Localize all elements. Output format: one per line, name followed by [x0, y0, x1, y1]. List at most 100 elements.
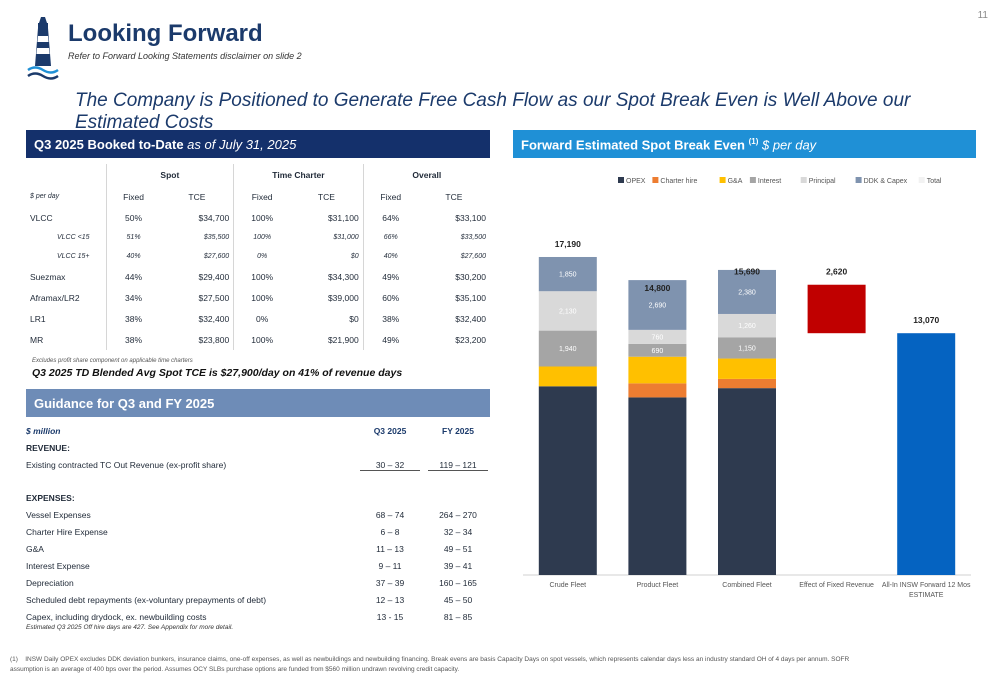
guidance-label: Depreciation — [26, 578, 74, 588]
guidance-label: Interest Expense — [26, 561, 90, 571]
row-cell: 60% — [362, 287, 418, 308]
legend-label: Principal — [809, 178, 836, 185]
chart-svg: OPEX Charter hire G&A Interest Principal DDK … — [523, 177, 971, 599]
row-cell: $31,100 — [327, 212, 359, 223]
total-label: 2,620 — [826, 267, 848, 277]
footnote-text: INSW Daily OPEX excludes DDK deviation b… — [10, 656, 850, 673]
booked-table: Spot Time Charter Overall $ per day Fixe… — [26, 164, 490, 350]
expense-rows: Vessel Expenses 68 – 74 264 – 270 Charter H… — [26, 507, 490, 626]
bar-segment — [538, 330, 597, 367]
group-overall: Overall — [362, 164, 490, 186]
forward-heading: Forward Estimated Spot Break Even — [521, 137, 745, 153]
category-label: Product Fleet — [637, 582, 679, 589]
row-cell: 34% — [105, 287, 161, 308]
row-cell: $31,000 — [333, 234, 359, 241]
row-cell: 100% — [233, 228, 291, 247]
row-cell: 100% — [233, 207, 291, 228]
row-cell: 64% — [362, 207, 418, 228]
segment-label: 1,150 — [738, 345, 756, 352]
bar-segment — [628, 280, 687, 330]
row-cell: $33,500 — [460, 234, 486, 241]
bar-segment — [718, 358, 776, 379]
guidance-label: Existing contracted TC Out Revenue (ex-p… — [26, 460, 227, 470]
guidance-q3: 13 - 15 — [376, 612, 404, 622]
row-cell: $23,800 — [198, 334, 230, 345]
break-even-chart: OPEX Charter hire G&A Interest Principal DDK … — [513, 165, 976, 605]
guidance-table: $ million Q3 2025 FY 2025 REVENUE: Exist… — [26, 423, 490, 626]
row-cell: 40% — [362, 247, 418, 266]
guidance-label: Capex, including drydock, ex. newbuildin… — [26, 612, 207, 622]
total-label: 15,690 — [734, 267, 760, 277]
subheader: TCE — [188, 191, 206, 202]
booked-row: Suezmax 44% $29,400 100% $34,300 49% $30,200 — [26, 266, 490, 287]
page-subtitle: Refer to Forward Looking Statements disc… — [68, 51, 302, 61]
bar-segment — [538, 291, 597, 331]
subheader: TCE — [317, 191, 335, 202]
row-cell: 38% — [362, 308, 418, 329]
group-spot: Spot — [105, 164, 234, 186]
page-title: Looking Forward — [68, 20, 263, 47]
row-cell: $27,500 — [198, 292, 230, 303]
row-cell: $35,100 — [455, 292, 486, 303]
booked-row: MR 38% $23,800 100% $21,900 49% $23,200 — [26, 329, 490, 350]
revenue-label: REVENUE: — [26, 443, 70, 453]
row-cell: $29,400 — [198, 271, 230, 282]
guidance-fy: 45 – 50 — [443, 595, 473, 605]
row-cell: 49% — [362, 266, 418, 287]
guidance-heading: Guidance for Q3 and FY 2025 — [34, 396, 215, 411]
estimate-bar — [897, 333, 956, 575]
guidance-fy: 49 – 51 — [443, 544, 473, 554]
category-label: Effect of Fixed Revenue — [799, 582, 874, 589]
row-cell: $34,300 — [327, 271, 359, 282]
category-label: All-In INSW Forward 12 Mos — [882, 582, 971, 589]
guidance-col-q3: Q3 2025 — [373, 426, 407, 436]
guidance-row: Capex, including drydock, ex. newbuildin… — [26, 609, 490, 626]
headline: The Company is Positioned to Generate Fr… — [75, 90, 911, 133]
subheader: Fixed — [105, 186, 161, 207]
guidance-q3: 9 – 11 — [378, 561, 402, 571]
guidance-unit: $ million — [26, 426, 61, 436]
legend-label: G&A — [728, 178, 743, 185]
legend-label: OPEX — [626, 178, 646, 185]
guidance-row: Vessel Expenses 68 – 74 264 – 270 — [26, 507, 490, 524]
row-cell: 50% — [105, 207, 161, 228]
bar-segment — [538, 256, 597, 292]
guidance-q3: 37 – 39 — [375, 578, 405, 588]
total-label: 14,800 — [644, 283, 670, 293]
row-cell: $32,400 — [455, 313, 486, 324]
row-label: LR1 — [30, 313, 46, 324]
booked-note: Excludes profit share component on appli… — [32, 358, 193, 364]
segment-label: 760 — [652, 334, 664, 341]
guidance-row: Depreciation 37 – 39 160 – 165 — [26, 575, 490, 592]
legend-swatch — [719, 177, 726, 183]
forward-section-header: Forward Estimated Spot Break Even (1) $ … — [513, 130, 976, 158]
revenue-label-row: REVENUE: — [26, 440, 490, 457]
revenue-rows: Existing contracted TC Out Revenue (ex-p… — [26, 457, 490, 474]
guidance-fy: 81 – 85 — [443, 612, 473, 622]
row-label: Aframax/LR2 — [30, 292, 80, 303]
guidance-row: Charter Hire Expense 6 – 8 32 – 34 — [26, 524, 490, 541]
row-cell: $35,500 — [203, 234, 230, 241]
row-cell: $21,900 — [327, 334, 359, 345]
segment-label: 2,380 — [738, 289, 756, 296]
row-cell: $27,600 — [460, 253, 486, 260]
row-label: VLCC <15 — [57, 234, 90, 241]
guidance-label: G&A — [26, 544, 44, 554]
row-cell: $0 — [350, 253, 359, 260]
row-cell: 38% — [105, 329, 161, 350]
guidance-header-row: $ million Q3 2025 FY 2025 — [26, 423, 490, 440]
row-cell: 0% — [233, 247, 291, 266]
booked-row: LR1 38% $32,400 0% $0 38% $32,400 — [26, 308, 490, 329]
row-cell: 66% — [362, 228, 418, 247]
row-label: VLCC — [30, 212, 53, 223]
unit-label: $ per day — [30, 193, 60, 200]
guidance-note: Estimated Q3 2025 Off hire days are 427.… — [26, 624, 234, 631]
category-label: Crude Fleet — [550, 582, 587, 589]
row-label: MR — [30, 334, 44, 345]
forward-heading-sup: (1) — [748, 137, 759, 146]
booked-row: Aframax/LR2 34% $27,500 100% $39,000 60% $35,1… — [26, 287, 490, 308]
guidance-fy: 119 – 121 — [428, 460, 488, 471]
row-cell: 49% — [362, 329, 418, 350]
legend-label: DDK & Capex — [864, 178, 908, 185]
booked-row: VLCC 15+ 40% $27,600 0% $0 40% $27,600 — [26, 247, 490, 266]
